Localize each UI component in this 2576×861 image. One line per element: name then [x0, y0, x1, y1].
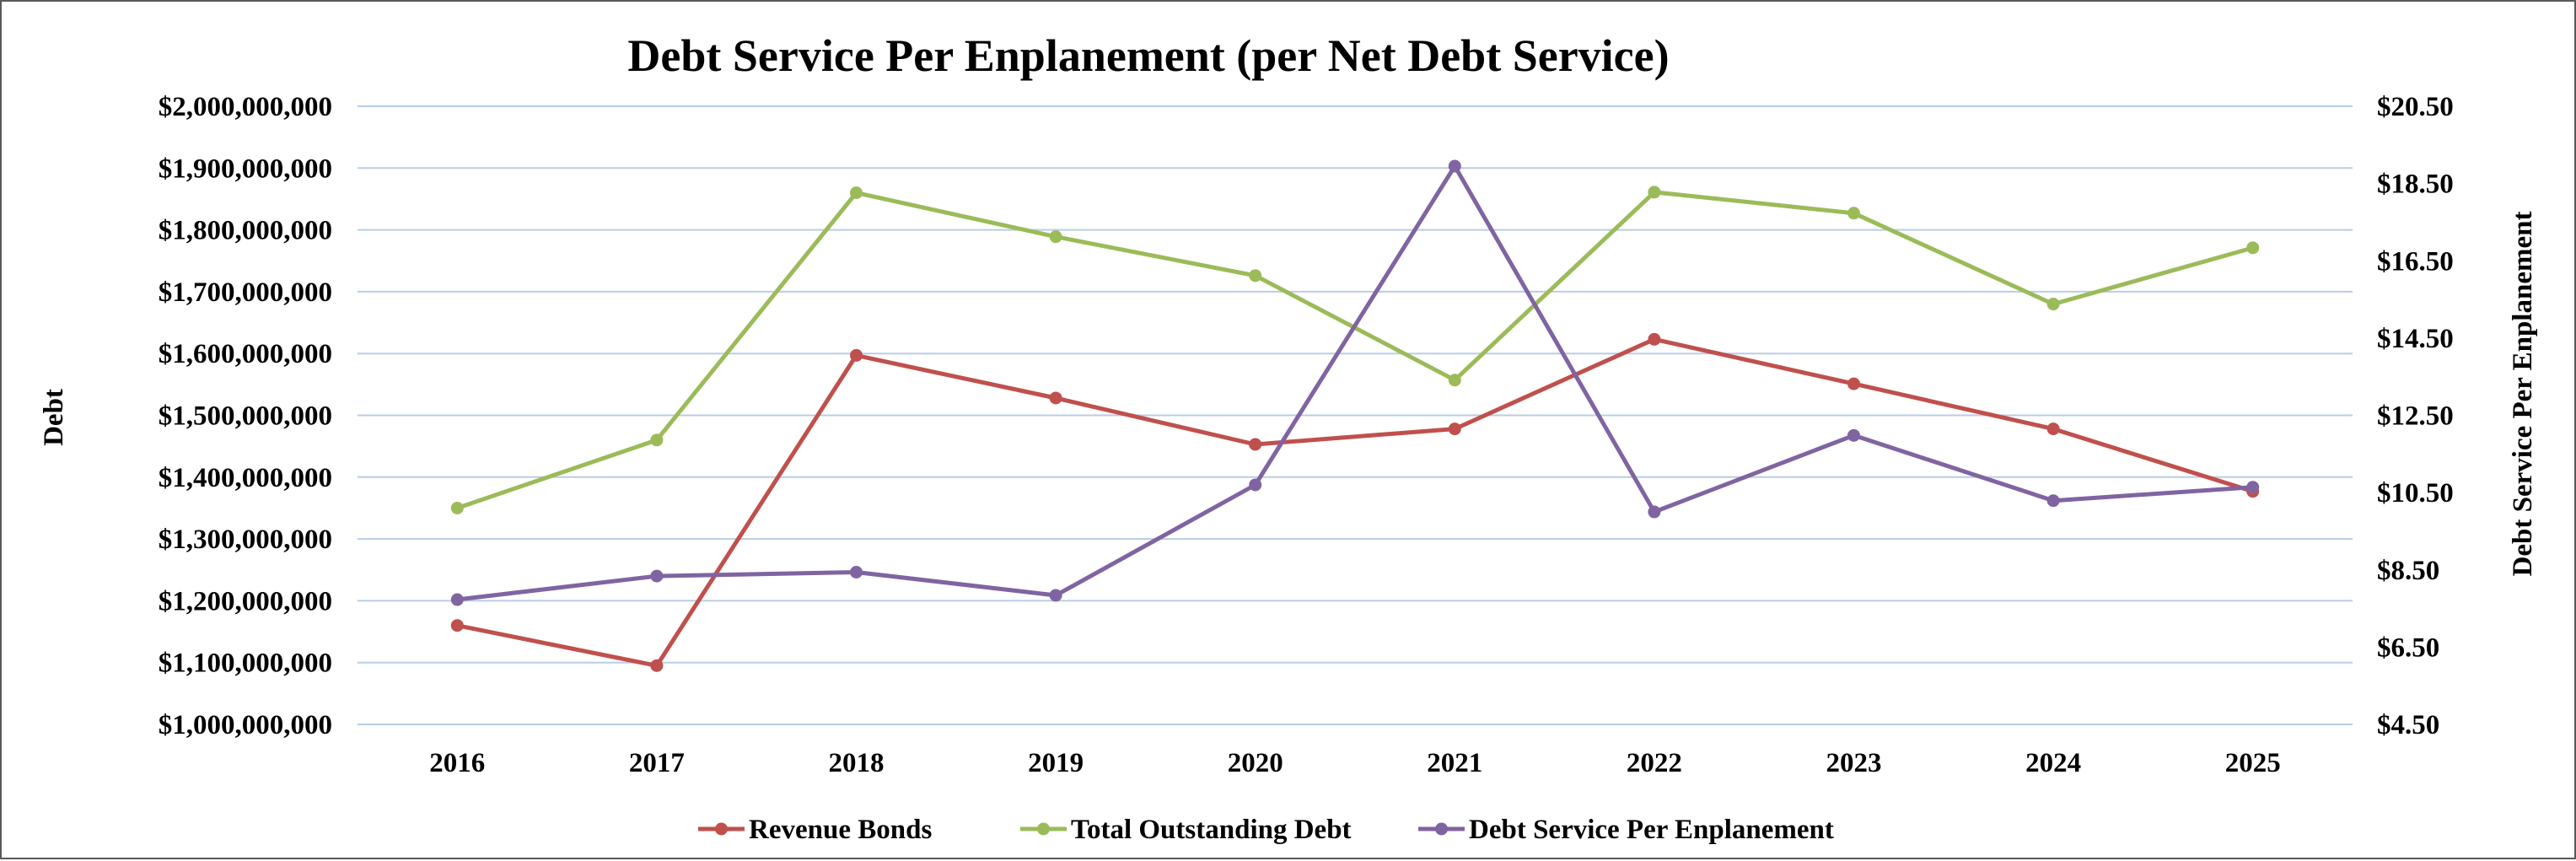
legend-item-total-outstanding-debt: Total Outstanding Debt — [1020, 815, 1352, 845]
data-point-total-outstanding-debt — [650, 433, 664, 447]
data-point-total-outstanding-debt — [1648, 186, 1661, 199]
y-left-tick-label: $1,100,000,000 — [159, 648, 332, 679]
legend-marker — [715, 822, 728, 836]
data-point-revenue-bonds — [1448, 422, 1461, 436]
series-line-revenue-bonds — [456, 336, 2254, 668]
y-right-tick-label: $4.50 — [2377, 710, 2439, 740]
y-right-tick-label: $8.50 — [2377, 556, 2439, 586]
y-axis-left-label: Debt — [39, 389, 69, 446]
y-right-tick-label: $10.50 — [2377, 478, 2454, 509]
legend-label: Total Outstanding Debt — [1071, 815, 1352, 845]
series-total-outstanding-debt — [450, 186, 2260, 514]
data-point-total-outstanding-debt — [1249, 269, 1262, 283]
x-tick-label: 2020 — [1228, 748, 1283, 778]
x-tick-label: 2016 — [429, 748, 485, 778]
y-axis-right-label: Debt Service Per Enplanement — [2508, 212, 2538, 577]
y-left-tick-label: $1,000,000,000 — [159, 710, 332, 740]
y-axis-left-ticks: $1,000,000,000 $1,100,000,000 $1,200,000,0… — [159, 92, 332, 740]
x-axis-ticks: 2016 2017 2018 2019 2020 2021 2022 2023 2024 2025 — [429, 748, 2280, 778]
y-left-tick-label: $1,400,000,000 — [159, 463, 332, 493]
y-axis-right-ticks: $4.50 $6.50 $8.50 $10.50 $12.50 $14.50 $16.50 $… — [2377, 92, 2454, 740]
y-left-tick-label: $1,500,000,000 — [159, 401, 332, 432]
data-point-revenue-bonds — [650, 659, 664, 672]
legend: Revenue Bonds Total Outstanding Debt Debt … — [698, 815, 1834, 845]
x-tick-label: 2021 — [1427, 748, 1482, 778]
data-point-debt-service-per-enplanement — [850, 565, 863, 578]
x-tick-label: 2022 — [1627, 748, 1682, 778]
data-point-total-outstanding-debt — [850, 186, 863, 200]
data-point-total-outstanding-debt — [2046, 298, 2060, 311]
data-point-total-outstanding-debt — [2246, 241, 2260, 255]
x-tick-label: 2024 — [2025, 748, 2081, 778]
gridlines — [358, 105, 2353, 725]
data-point-total-outstanding-debt — [1847, 207, 1860, 220]
data-point-debt-service-per-enplanement — [1648, 505, 1661, 519]
series-line-total-outstanding-debt — [456, 190, 2254, 510]
y-right-tick-label: $20.50 — [2377, 92, 2454, 122]
y-left-tick-label: $2,000,000,000 — [159, 92, 332, 122]
series-layer — [450, 159, 2260, 672]
data-point-revenue-bonds — [1847, 377, 1860, 390]
series-debt-service-per-enplanement — [450, 159, 2260, 606]
y-left-tick-label: $1,800,000,000 — [159, 216, 332, 246]
legend-marker — [1435, 822, 1448, 836]
data-point-revenue-bonds — [450, 619, 464, 632]
data-point-debt-service-per-enplanement — [2246, 481, 2260, 494]
data-point-debt-service-per-enplanement — [1448, 159, 1461, 173]
y-left-tick-label: $1,700,000,000 — [159, 277, 332, 308]
legend-item-debt-service-per-enplanement: Debt Service Per Enplanement — [1418, 815, 1834, 845]
y-left-tick-label: $1,900,000,000 — [159, 153, 332, 184]
y-right-tick-label: $12.50 — [2377, 401, 2454, 432]
y-left-tick-label: $1,200,000,000 — [159, 586, 332, 616]
legend-label: Revenue Bonds — [749, 815, 932, 845]
data-point-revenue-bonds — [1249, 438, 1262, 451]
y-left-tick-label: $1,300,000,000 — [159, 525, 332, 555]
y-right-tick-label: $16.50 — [2377, 246, 2454, 277]
x-tick-label: 2019 — [1028, 748, 1084, 778]
x-tick-label: 2025 — [2225, 748, 2281, 778]
series-revenue-bonds — [450, 332, 2260, 672]
data-point-total-outstanding-debt — [1448, 374, 1461, 387]
x-tick-label: 2018 — [829, 748, 885, 778]
data-point-revenue-bonds — [2046, 422, 2060, 436]
x-tick-label: 2017 — [629, 748, 685, 778]
data-point-debt-service-per-enplanement — [1049, 589, 1062, 602]
y-left-tick-label: $1,600,000,000 — [159, 339, 332, 369]
data-point-revenue-bonds — [1648, 332, 1661, 346]
legend-marker — [1037, 822, 1050, 836]
series-line-debt-service-per-enplanement — [457, 164, 2253, 602]
data-point-debt-service-per-enplanement — [650, 569, 664, 583]
legend-item-revenue-bonds: Revenue Bonds — [698, 815, 932, 845]
data-point-revenue-bonds — [1049, 391, 1062, 405]
y-right-tick-label: $18.50 — [2377, 170, 2454, 200]
data-point-total-outstanding-debt — [1049, 230, 1062, 244]
data-point-debt-service-per-enplanement — [2046, 494, 2060, 508]
data-point-total-outstanding-debt — [450, 501, 464, 514]
data-point-debt-service-per-enplanement — [1249, 478, 1262, 492]
data-point-debt-service-per-enplanement — [1847, 428, 1860, 442]
data-point-debt-service-per-enplanement — [450, 593, 464, 606]
data-point-revenue-bonds — [850, 348, 863, 362]
x-tick-label: 2023 — [1826, 748, 1882, 778]
chart-title: Debt Service Per Enplanement (per Net De… — [627, 30, 1669, 81]
y-right-tick-label: $6.50 — [2377, 632, 2439, 663]
y-right-tick-label: $14.50 — [2377, 324, 2454, 354]
legend-label: Debt Service Per Enplanement — [1469, 815, 1834, 845]
